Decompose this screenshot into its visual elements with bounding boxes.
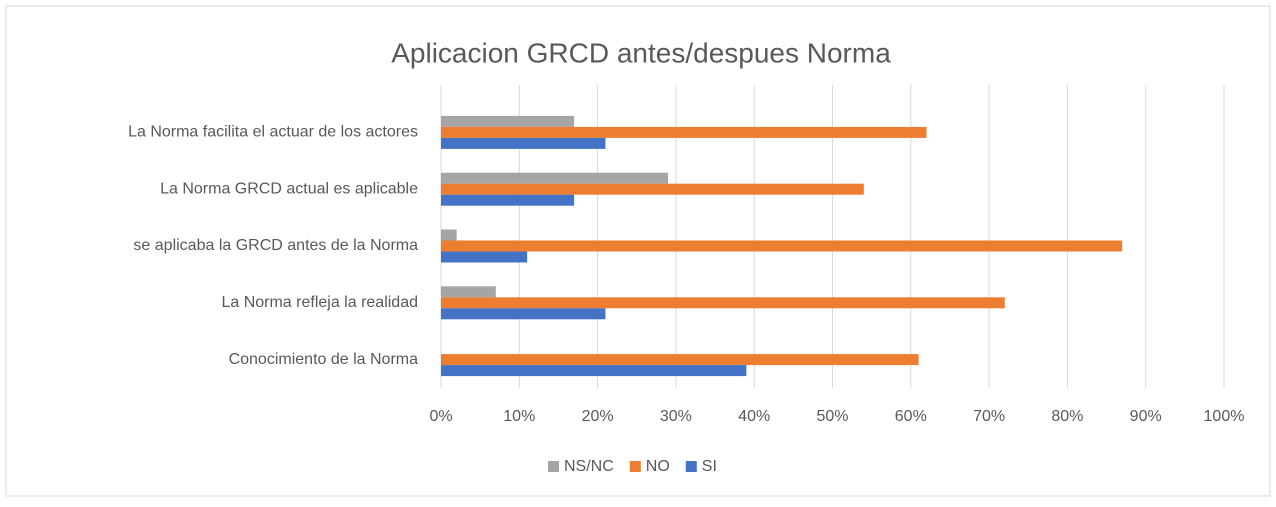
bar [441,194,575,206]
y-tick-label: La Norma facilita el actuar de los actor… [128,124,418,141]
y-tick-label: se aplicaba la GRCD antes de la Norma [133,237,418,254]
y-tick-label: Conocimiento de la Norma [229,351,419,368]
bar [441,308,606,320]
x-tick-label: 100% [1204,408,1245,425]
legend-label: NO [646,458,670,475]
bar [441,183,864,195]
x-tick-label: 50% [816,408,848,425]
chart-title: Aplicacion GRCD antes/despues Norma [391,37,891,68]
bar [441,240,1123,252]
bar [441,172,669,184]
bar [441,297,1005,309]
bar [441,137,606,149]
bar [441,286,496,298]
bar [441,251,528,263]
bar [441,115,575,127]
x-tick-label: 0% [429,408,452,425]
x-tick-label: 60% [895,408,927,425]
legend-swatch [685,461,697,472]
x-tick-label: 40% [738,408,770,425]
bar [441,354,919,366]
x-tick-label: 80% [1051,408,1083,425]
legend-label: NS/NC [564,458,614,475]
legend-label: SI [702,458,717,475]
x-tick-label: 20% [582,408,614,425]
y-tick-label: La Norma GRCD actual es aplicable [160,180,418,197]
y-tick-label: La Norma refleja la realidad [221,294,418,311]
x-tick-label: 30% [660,408,692,425]
x-tick-label: 90% [1130,408,1162,425]
x-tick-label: 70% [973,408,1005,425]
legend-swatch [548,461,559,472]
bar [441,126,927,138]
x-tick-label: 10% [503,408,535,425]
legend-swatch [629,461,641,472]
bar [441,365,747,377]
bar [441,229,457,241]
